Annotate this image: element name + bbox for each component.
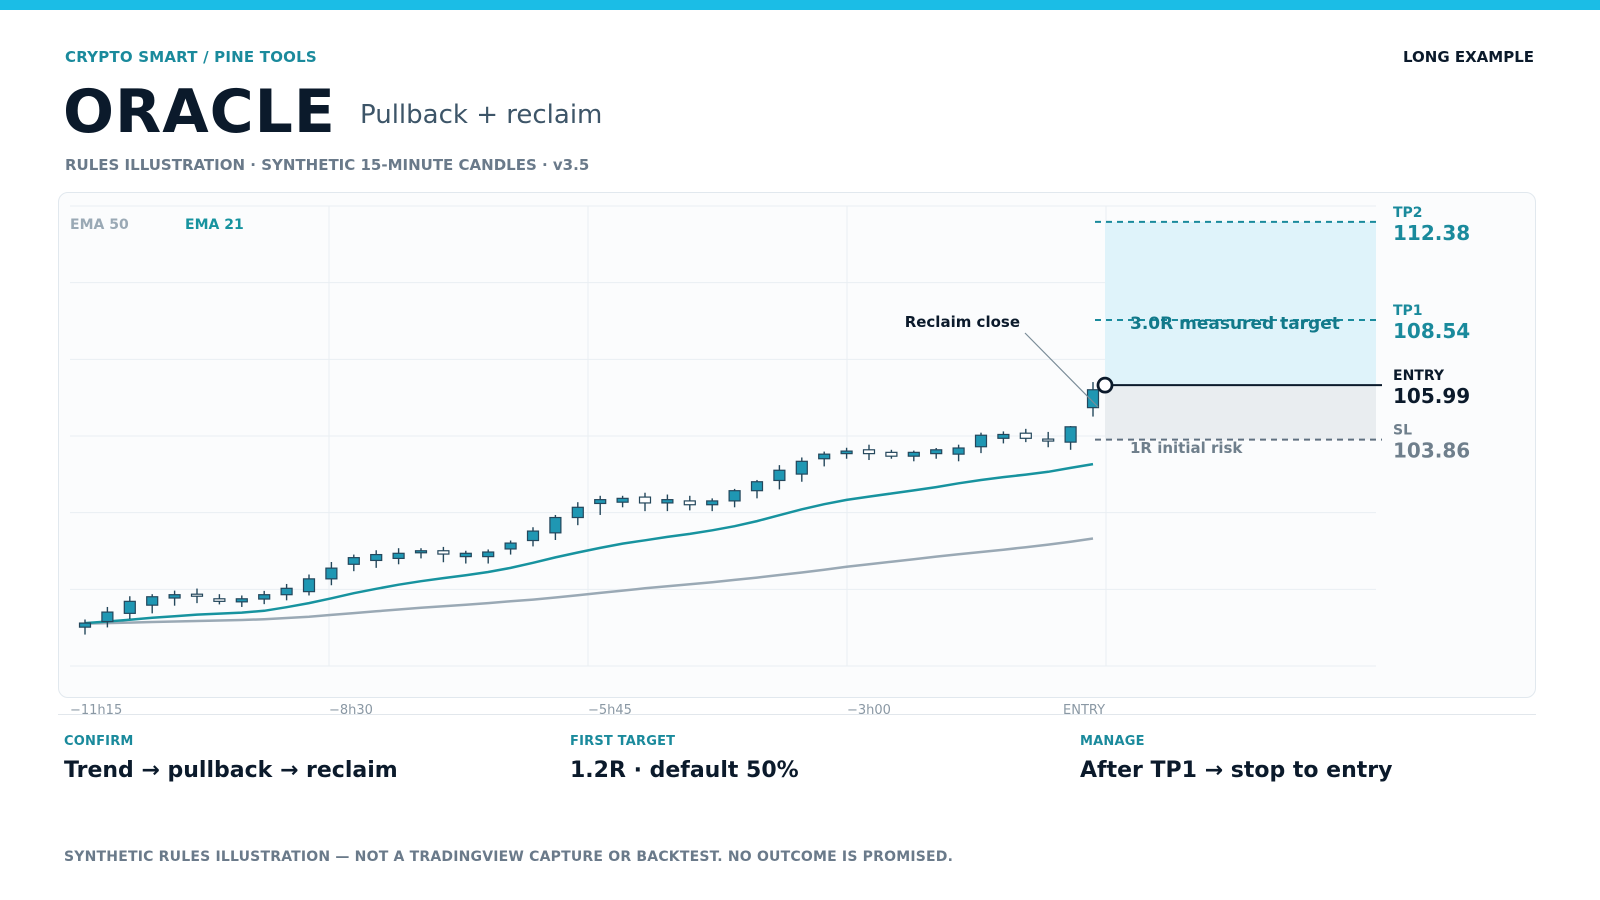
target-label: 3.0R measured target [1130, 314, 1340, 334]
candle-body [571, 506, 584, 519]
card-first-target: FIRST TARGET 1.2R · default 50% [570, 734, 799, 783]
candle-body [526, 530, 540, 542]
candle-body [795, 460, 808, 475]
candle-body [280, 587, 293, 596]
candle-body [146, 596, 159, 606]
level-value-entry: 105.99 [1393, 384, 1470, 408]
accent-bar [0, 0, 1600, 10]
candle-body [1064, 426, 1077, 443]
risk-label: 1R initial risk [1130, 439, 1243, 457]
candle-body [213, 598, 226, 602]
level-value-tp2: 112.38 [1393, 221, 1470, 245]
candle-body [190, 593, 204, 597]
candle-body [370, 553, 383, 562]
candle-body [773, 469, 786, 482]
level-value-sl: 103.86 [1393, 439, 1470, 463]
candle-body [907, 451, 920, 457]
brand-label: CRYPTO SMART / PINE TOOLS [65, 48, 317, 66]
candle-body [706, 500, 719, 506]
reclaim-pointer [1024, 332, 1099, 408]
x-tick-label: −5h45 [588, 703, 632, 718]
candle-body [392, 552, 405, 560]
candle-body [258, 594, 271, 600]
candle-body [235, 598, 248, 603]
x-tick-label: ENTRY [1063, 703, 1105, 718]
level-value-tp1: 108.54 [1393, 319, 1470, 343]
level-name-sl: SL [1393, 423, 1412, 439]
page-title: ORACLE [63, 77, 336, 147]
candle-body [930, 449, 943, 455]
target-zone [1105, 221, 1376, 386]
candle-body [683, 500, 696, 506]
candle-body [347, 557, 360, 565]
card-manage: MANAGE After TP1 → stop to entry [1080, 734, 1392, 783]
reclaim-marker [1096, 376, 1114, 394]
candle-body [594, 499, 607, 505]
candle-body [885, 451, 898, 457]
candle-body [661, 499, 674, 504]
page-subtitle: Pullback + reclaim [360, 100, 603, 130]
candle-body [437, 550, 450, 555]
candle-body [549, 516, 562, 534]
candle-body [504, 542, 517, 550]
level-name-entry: ENTRY [1393, 368, 1445, 384]
x-tick-label: −3h00 [847, 703, 891, 718]
candle-body [123, 600, 136, 614]
legend-ema-50: EMA 50 [70, 217, 129, 233]
candle-body [1019, 432, 1032, 439]
level-name-tp2: TP2 [1393, 205, 1423, 221]
candle-body [997, 433, 1010, 439]
legend-ema-21: EMA 21 [185, 217, 244, 233]
candle-body [862, 449, 876, 455]
candle-body [414, 550, 428, 554]
candle-body [78, 622, 92, 628]
ema-50-line [84, 537, 1094, 625]
example-tag: LONG EXAMPLE [1402, 48, 1534, 66]
candle-body [482, 551, 495, 558]
card-confirm-value: Trend → pullback → reclaim [64, 758, 398, 783]
card-confirm-label: CONFIRM [64, 734, 134, 749]
axis-divider [58, 714, 1536, 715]
candle-body [818, 453, 831, 460]
ema-21-line [84, 462, 1094, 625]
candle-body [168, 594, 181, 599]
card-manage-value: After TP1 → stop to entry [1080, 758, 1393, 783]
reclaim-label: Reclaim close [905, 313, 1020, 331]
disclaimer: SYNTHETIC RULES ILLUSTRATION — NOT A TRA… [64, 849, 954, 865]
candle-body [952, 447, 965, 455]
candle-body [101, 611, 114, 623]
candle-body [974, 434, 988, 448]
candle-body [459, 552, 472, 558]
candle-body [638, 496, 652, 504]
candle-body [302, 578, 316, 593]
card-first-target-value: 1.2R · default 50% [570, 758, 799, 783]
candle-body [1086, 389, 1100, 409]
candle-body [840, 450, 853, 455]
candle-body [325, 567, 338, 580]
candle-body [750, 481, 764, 492]
candle-body [616, 497, 629, 503]
x-tick-label: −11h15 [70, 703, 122, 718]
x-tick-label: −8h30 [329, 703, 373, 718]
card-manage-label: MANAGE [1080, 734, 1145, 749]
risk-zone [1105, 385, 1376, 440]
card-first-target-label: FIRST TARGET [570, 734, 676, 749]
candle-body [728, 490, 741, 502]
meta-line: RULES ILLUSTRATION · SYNTHETIC 15-MINUTE… [65, 156, 590, 174]
card-confirm: CONFIRM Trend → pullback → reclaim [64, 734, 398, 783]
candle-body [1042, 438, 1055, 442]
level-name-tp1: TP1 [1393, 303, 1423, 319]
